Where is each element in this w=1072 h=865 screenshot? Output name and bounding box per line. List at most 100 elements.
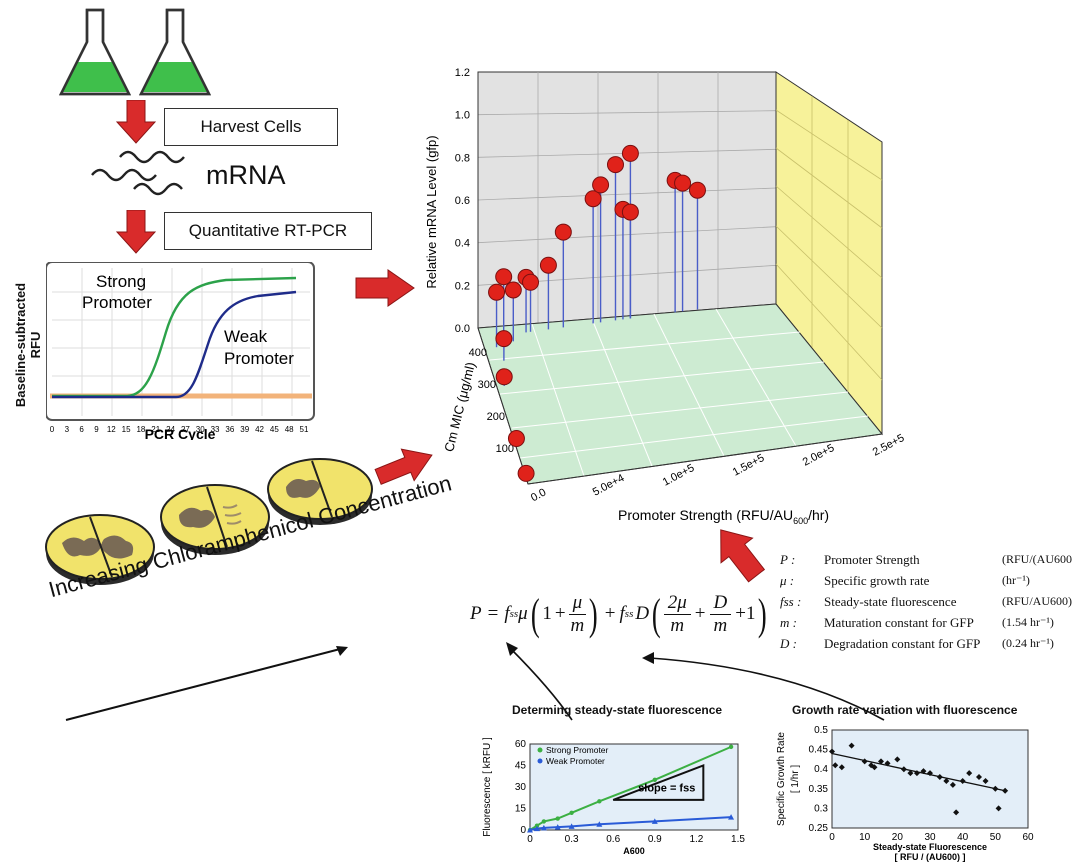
chart1-title: Determing steady-state fluorescence — [512, 703, 723, 717]
x-tick-label: 1.5 — [731, 834, 745, 845]
eq-paren-close: ) — [589, 589, 598, 639]
y-tick-label: 0.45 — [809, 745, 829, 756]
legend-name: Degradation constant for GFP — [824, 636, 981, 651]
pcr-tick-label: 0 — [50, 425, 55, 434]
pcr-ylabel: Baseline-subtracted RFU — [13, 265, 43, 425]
data-point — [584, 190, 602, 208]
data-point — [894, 756, 901, 763]
data-point — [728, 814, 735, 820]
data-point — [554, 824, 561, 830]
pcr-ylabel-line1: Baseline-subtracted — [13, 282, 28, 408]
qpcr-label: Quantitative RT-PCR — [188, 221, 348, 240]
down-arrow-icon — [116, 210, 156, 254]
data-point — [976, 774, 982, 781]
eq-frac2-num: 2μ — [663, 592, 691, 615]
x-tick-label: 1.5e+5 — [731, 452, 767, 479]
pcr-tick-label: 18 — [136, 425, 145, 434]
eq-frac-D-m: D m — [709, 592, 732, 637]
concentration-arrow — [65, 646, 348, 721]
eq-paren-close-2: ) — [758, 589, 768, 639]
y-tick-label: 0.35 — [809, 784, 829, 795]
agar-plate-2 — [160, 484, 270, 555]
legend-name: Steady-state fluorescence — [824, 594, 957, 609]
z-tick-label: 1.2 — [455, 67, 470, 79]
data-points — [488, 144, 706, 482]
data-point — [495, 368, 513, 386]
data-point — [651, 818, 658, 824]
x-tick-label: 2.5e+5 — [871, 432, 907, 459]
steady-state-chart: 0 15 30 45 60 0 0.3 0.6 0.9 1.2 1.5 Strong Promoter… — [482, 737, 745, 856]
data-point — [507, 430, 525, 448]
pcr-tick-label: 33 — [211, 425, 220, 434]
data-point — [596, 821, 603, 827]
z-tick-label: 1.0 — [455, 110, 470, 122]
legend-name: Promoter Strength — [824, 552, 920, 567]
data-point — [861, 758, 868, 765]
legend-unit: (0.24 hr⁻¹) — [1002, 636, 1054, 650]
eq-D: D — [635, 603, 650, 624]
legend-label: Strong Promoter — [546, 745, 609, 755]
data-point — [959, 777, 966, 784]
eq-paren-open: ( — [530, 589, 540, 639]
eq-ss2: ss — [624, 608, 634, 620]
data-point — [829, 748, 835, 755]
data-point — [838, 764, 845, 771]
eq-frac-den: m — [570, 614, 585, 636]
data-point — [868, 762, 875, 769]
slope-annotation: slope = fss — [638, 782, 695, 794]
y-tick-label: 30 — [515, 782, 527, 793]
eq-plus-2: + — [604, 603, 616, 624]
y-tick-label: 400 — [469, 347, 487, 359]
legend-marker — [537, 747, 543, 753]
z-tick-label: 0.0 — [455, 323, 470, 335]
pcr-weak-curve — [52, 290, 297, 399]
data-point — [927, 770, 933, 777]
y-tick-label: 0.5 — [814, 725, 828, 736]
x-tick-label: 0.0 — [529, 486, 548, 504]
z-tick-label: 0.4 — [455, 238, 470, 250]
y-tick-label: 0.25 — [809, 823, 829, 834]
y-tick-label: 0.3 — [814, 803, 828, 814]
eq-equals: = — [487, 603, 499, 624]
eq-paren-open-2: ( — [652, 589, 661, 639]
eq-ss: ss — [509, 608, 519, 620]
data-point — [728, 744, 734, 750]
pcr-tick-label: 15 — [122, 425, 131, 434]
pcr-strong-label-1: Strong — [96, 272, 146, 291]
x-tick-label: 20 — [892, 832, 904, 843]
pcr-xlabel: PCR Cycle — [145, 426, 216, 440]
x-axis-label: Steady-state Fluorescence — [873, 842, 987, 852]
data-point — [949, 781, 956, 788]
pcr-tick-label: 3 — [65, 425, 70, 434]
data-point — [907, 770, 914, 777]
up-arrow-icon — [720, 529, 766, 583]
back-gridline-h — [477, 187, 777, 201]
x-axis-label-main: Promoter Strength (RFU/AU — [618, 507, 793, 523]
data-point — [621, 203, 639, 221]
eq-frac-mu-m: μ m — [568, 592, 587, 637]
mrna-label: mRNA — [206, 160, 286, 190]
data-point — [541, 819, 547, 824]
qpcr-box: Quantitative RT-PCR — [164, 212, 372, 250]
pcr-strong-label-2: Promoter — [82, 293, 152, 312]
legend-name: Specific growth rate — [824, 573, 930, 588]
pcr-tick-label: 9 — [94, 425, 99, 434]
z-tick-label: 0.2 — [455, 280, 470, 292]
legend-row: m : Maturation constant for GFP (1.54 hr⁻¹… — [780, 615, 1072, 635]
data-point — [943, 777, 950, 784]
legend-symbol: D : — [780, 636, 797, 651]
data-point — [555, 816, 560, 821]
data-point — [592, 176, 610, 194]
data-point — [569, 810, 574, 815]
eq-frac-2mu-m: 2μ m — [663, 592, 691, 637]
legend-unit: (1.54 hr⁻¹) — [1002, 615, 1054, 629]
data-point — [1002, 787, 1009, 794]
x-tick-label: 1.0e+5 — [661, 462, 697, 489]
back-gridline-h — [477, 110, 777, 116]
x-tick-label: 50 — [990, 832, 1002, 843]
x-tick-label: 5.0e+4 — [591, 472, 627, 499]
pcr-tick-label: 21 — [151, 425, 160, 434]
floor-grid — [489, 308, 869, 477]
eq-f: f — [504, 603, 510, 624]
pcr-tick-label: 45 — [270, 425, 279, 434]
